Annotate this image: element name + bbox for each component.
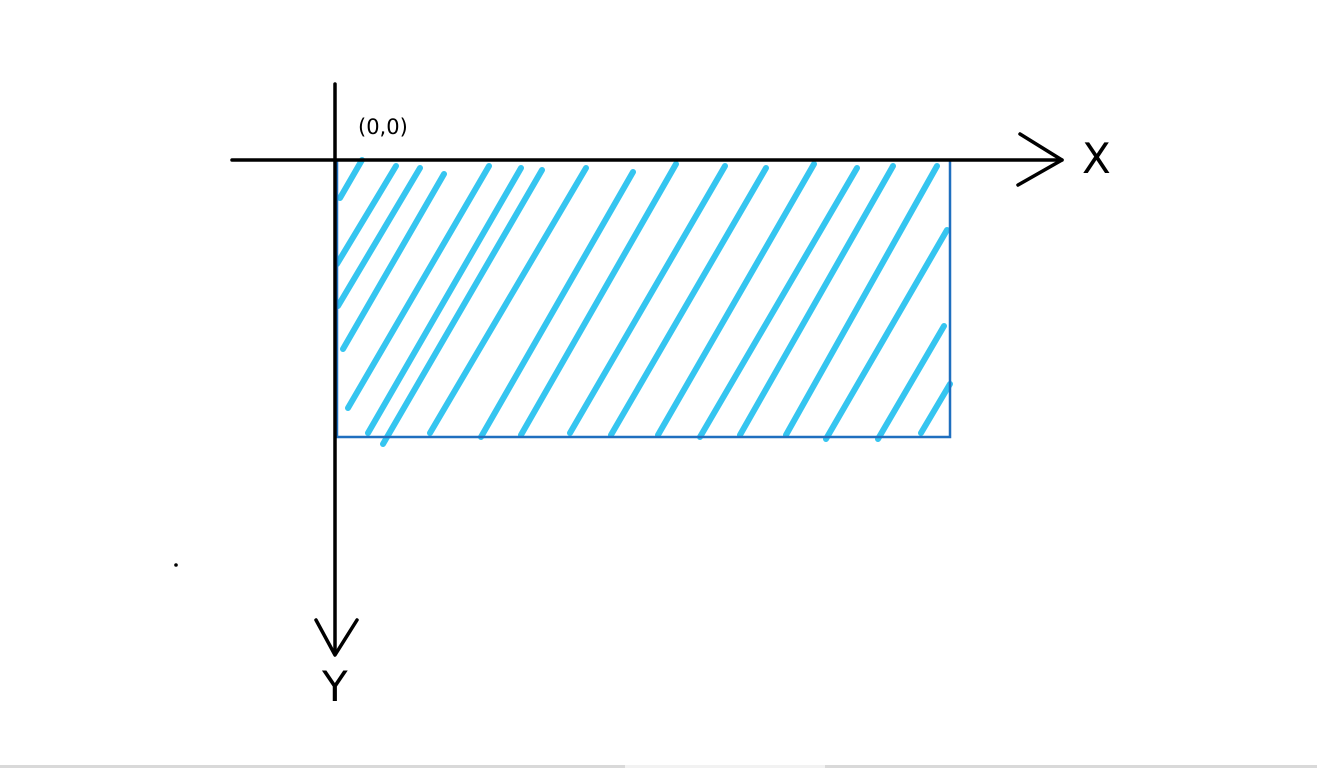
hatch-stroke [365, 165, 524, 436]
hatch-stroke [340, 171, 447, 352]
hatch-stroke [608, 165, 769, 438]
hatch-stroke [345, 163, 492, 411]
hatch-stroke [334, 163, 399, 267]
hatch-fill [334, 157, 953, 447]
hatch-stroke [380, 167, 545, 447]
y-axis-label: Y [322, 662, 348, 711]
bottom-scrollbar-thumb[interactable] [625, 765, 825, 768]
hatch-stroke [737, 163, 896, 438]
hatch-stroke [697, 165, 860, 440]
stray-dot [174, 563, 178, 567]
hatch-stroke [655, 161, 817, 438]
hatch-stroke [783, 163, 940, 438]
x-axis-label: X [1082, 134, 1111, 183]
hatch-stroke [335, 165, 423, 309]
hatch-stroke [823, 227, 950, 442]
y-axis-arrowhead [314, 618, 359, 657]
hatch-stroke [918, 381, 953, 436]
hatch-stroke [427, 165, 589, 436]
hatch-stroke [875, 323, 947, 442]
origin-label: (0,0) [358, 115, 408, 139]
x-axis-arrowhead [1016, 132, 1064, 187]
hatch-stroke [567, 163, 728, 436]
hatch-stroke [518, 161, 679, 438]
hatch-stroke [337, 157, 365, 201]
hatch-stroke [478, 169, 636, 440]
